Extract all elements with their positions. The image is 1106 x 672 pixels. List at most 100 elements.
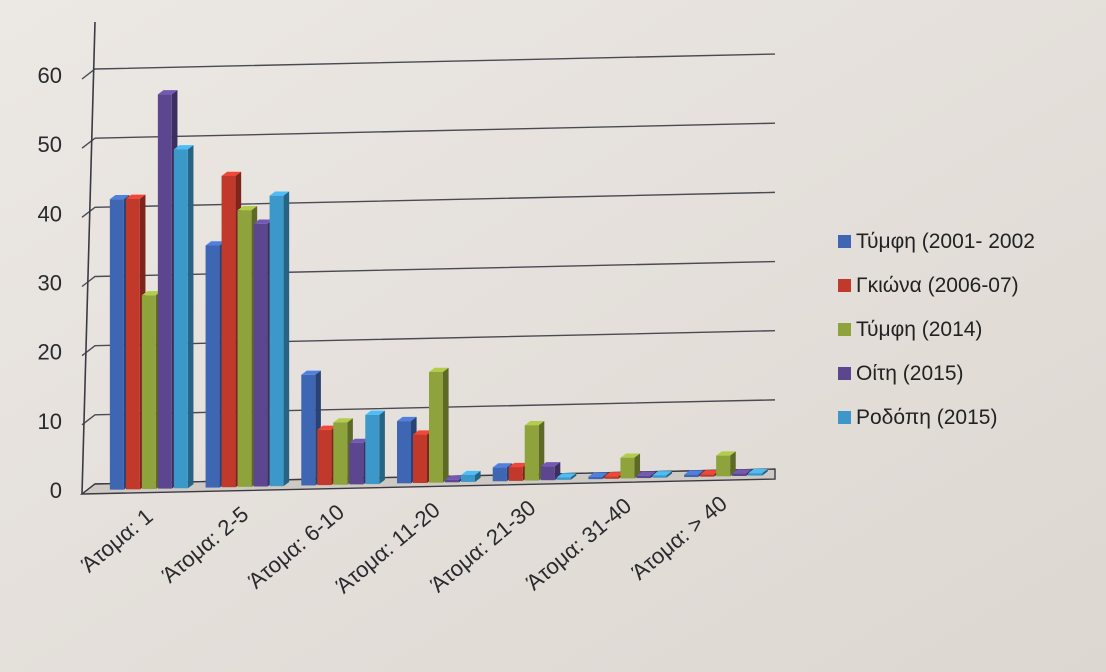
- bar-top: [716, 451, 736, 456]
- bar-top: [269, 191, 290, 196]
- bar: [365, 410, 385, 485]
- bar-top: [157, 90, 178, 95]
- bar-front: [429, 371, 443, 483]
- bar-top: [205, 241, 226, 246]
- bar-front: [732, 473, 747, 476]
- gridline: [81, 53, 776, 80]
- bar-top: [461, 470, 481, 476]
- bar: [716, 451, 736, 477]
- bar: [269, 191, 290, 487]
- y-tick-label: 10: [38, 409, 62, 434]
- bar-front: [508, 467, 523, 481]
- bar-front: [652, 475, 667, 478]
- bar-front: [221, 175, 236, 488]
- bar-front: [157, 94, 172, 489]
- bar-front: [604, 476, 619, 479]
- bar-front: [684, 474, 699, 478]
- bar-front: [748, 473, 763, 476]
- legend-entry: Τύμφη (2014): [838, 318, 982, 341]
- bar-top: [445, 475, 465, 480]
- bar-front: [524, 425, 539, 481]
- bar-front: [588, 476, 603, 480]
- y-tick-label: 40: [38, 201, 62, 226]
- bar-front: [301, 374, 316, 486]
- legend-label: Γκιώνα (2006-07): [856, 274, 1019, 297]
- bar-top: [237, 205, 258, 211]
- bar-front: [700, 474, 715, 477]
- bar-front: [109, 199, 124, 490]
- bar-top: [413, 430, 433, 435]
- bar-top: [556, 473, 577, 478]
- legend-label: Τύμφη (2014): [856, 318, 982, 341]
- y-tick-label: 0: [50, 478, 62, 503]
- gridline: [81, 191, 776, 218]
- bar-front: [445, 479, 459, 483]
- bar-side: [443, 367, 449, 483]
- bar: [652, 471, 673, 478]
- bar-top: [540, 462, 561, 467]
- gridline: [81, 399, 776, 426]
- bar: [429, 367, 449, 483]
- legend-swatch: [838, 411, 851, 424]
- y-tick-label: 60: [38, 63, 62, 88]
- bar-top: [429, 367, 449, 372]
- bar-top: [652, 471, 673, 476]
- bar-front: [269, 195, 284, 487]
- legend-label: Ροδόπη (2015): [856, 406, 997, 429]
- bar-front: [540, 466, 555, 481]
- bars-layer: [109, 90, 768, 490]
- bar-top: [748, 469, 768, 474]
- bar-front: [636, 475, 651, 479]
- bar: [556, 473, 577, 480]
- legend-swatch: [838, 279, 851, 292]
- bar-front: [365, 414, 380, 485]
- legend-swatch: [838, 367, 851, 380]
- bar-top: [125, 194, 146, 199]
- bar-top: [141, 291, 162, 296]
- bar-side: [554, 462, 561, 481]
- legend-swatch: [838, 235, 851, 248]
- bar-front: [413, 434, 427, 484]
- legend-label: Τύμφη (2001- 2002: [856, 230, 1035, 253]
- legend-entry: Γκιώνα (2006-07): [838, 274, 1019, 297]
- bar-top: [732, 469, 752, 474]
- bar-side: [187, 145, 194, 489]
- bar-top: [333, 418, 353, 423]
- bar-side: [283, 191, 290, 487]
- legend-entry: Οίτη (2015): [838, 362, 964, 385]
- bar-top: [508, 462, 529, 468]
- bar-side: [730, 451, 736, 477]
- bar-side: [475, 470, 481, 482]
- bar-side: [570, 473, 577, 480]
- bar-top: [173, 145, 194, 150]
- y-tick-label: 50: [38, 132, 62, 157]
- bar-top: [397, 416, 417, 422]
- legend-entry: Ροδόπη (2015): [838, 406, 997, 429]
- y-axis-line: [81, 21, 96, 495]
- bar-side: [762, 469, 768, 476]
- legend-swatch: [838, 323, 851, 336]
- bar-front: [333, 422, 348, 485]
- legend: Τύμφη (2001- 2002 Γκιώνα (2006-07) Τύμφη (…: [838, 230, 1035, 429]
- bar-top: [492, 463, 513, 468]
- bar-top: [109, 194, 130, 200]
- y-tick-label: 20: [38, 340, 62, 365]
- bar-top: [636, 471, 657, 476]
- bar-top: [684, 470, 704, 475]
- bar-side: [379, 410, 385, 485]
- legend-entry: Τύμφη (2001- 2002: [838, 230, 1035, 253]
- bar-top: [365, 410, 385, 415]
- bar-front: [173, 149, 188, 489]
- bar-top: [221, 171, 242, 176]
- bar: [173, 145, 194, 489]
- bar-front: [253, 223, 268, 487]
- bar-front: [317, 429, 332, 486]
- bar-top: [524, 421, 545, 426]
- bar-front: [397, 421, 411, 484]
- bar: [620, 453, 641, 479]
- bar: [540, 462, 561, 481]
- bar-front: [556, 477, 571, 480]
- bar-top: [253, 219, 274, 224]
